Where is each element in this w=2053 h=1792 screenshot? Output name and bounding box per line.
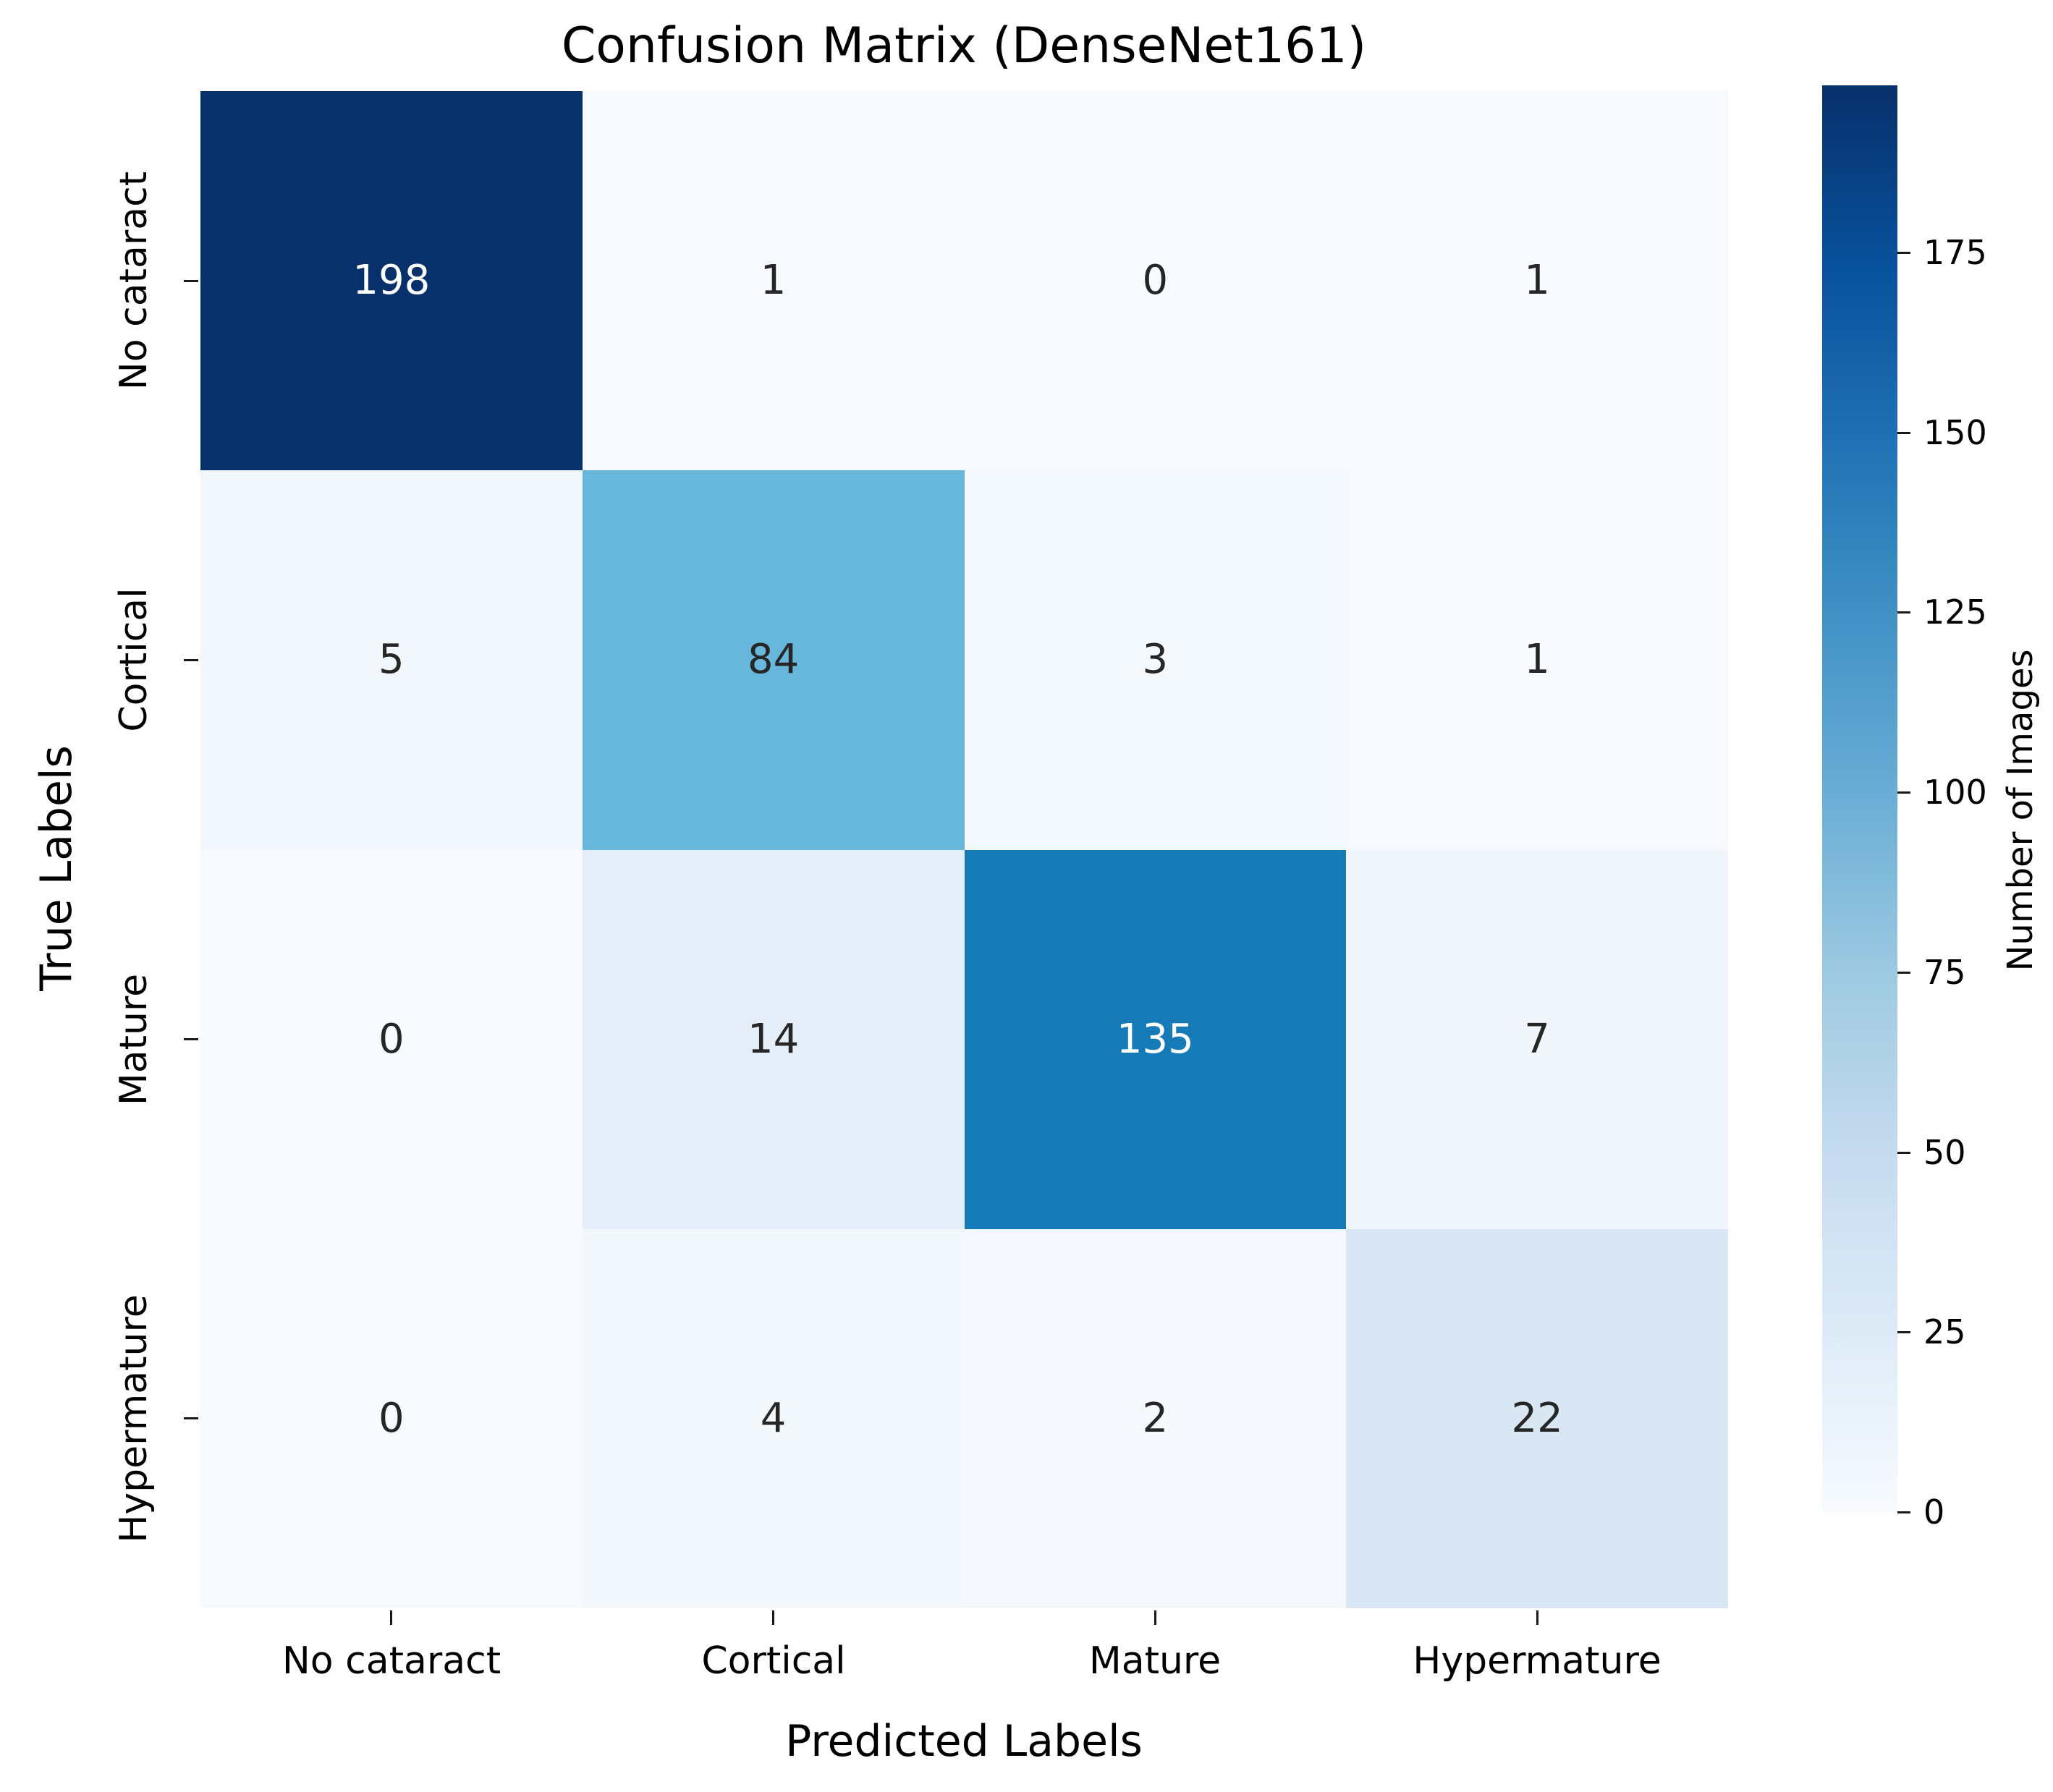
y-tick-label-no-cataract: No cataract [112, 171, 156, 391]
cell-value: 0 [1142, 257, 1169, 305]
heatmap-cell-r3c2: 2 [964, 1228, 1347, 1608]
y-tick-mark [184, 659, 198, 661]
x-tick-mark [772, 1610, 774, 1625]
heatmap-cell-r1c2: 3 [964, 470, 1347, 850]
heatmap-cell-r0c2: 0 [964, 91, 1347, 471]
heatmap-cell-r1c3: 1 [1346, 470, 1728, 850]
cell-value: 135 [1116, 1015, 1194, 1063]
heatmap-cell-r3c0: 0 [200, 1228, 583, 1608]
y-tick-mark [184, 1417, 198, 1419]
y-tick-label-hypermature: Hypermature [112, 1294, 156, 1543]
heatmap-cell-r0c1: 1 [582, 91, 965, 471]
cell-value: 1 [1524, 257, 1550, 305]
x-tick-label-cortical: Cortical [701, 1639, 846, 1683]
colorbar-tick-mark [1897, 432, 1910, 434]
heatmap-cell-r3c3: 22 [1346, 1228, 1728, 1608]
colorbar-tick-mark [1897, 1331, 1910, 1333]
cell-value: 4 [760, 1394, 787, 1442]
heatmap-cell-r2c0: 0 [200, 849, 583, 1229]
colorbar-tick-mark [1897, 252, 1910, 254]
colorbar-tick-mark [1897, 611, 1910, 613]
colorbar-tick-mark [1897, 972, 1910, 974]
x-tick-mark [1536, 1610, 1538, 1625]
colorbar-tick-label-125: 125 [1923, 593, 1987, 632]
x-tick-mark [1154, 1610, 1156, 1625]
colorbar-tick-label-100: 100 [1923, 773, 1987, 812]
colorbar-tick-label-50: 50 [1923, 1133, 1966, 1172]
colorbar-tick-label-175: 175 [1923, 233, 1987, 272]
y-tick-label-mature: Mature [112, 973, 156, 1106]
colorbar-tick-label-150: 150 [1923, 413, 1987, 452]
cell-value: 1 [760, 257, 787, 305]
cell-value: 1 [1524, 636, 1550, 684]
heatmap-cell-r2c3: 7 [1346, 849, 1728, 1229]
cell-value: 7 [1524, 1015, 1550, 1063]
colorbar-tick-label-75: 75 [1923, 953, 1966, 992]
heatmap-grid: 198 1 0 1 5 84 3 1 0 14 135 7 0 4 2 22 [200, 91, 1728, 1608]
heatmap-cell-r1c0: 5 [200, 470, 583, 850]
chart-title: Confusion Matrix (DenseNet161) [561, 17, 1367, 75]
heatmap-cell-r3c1: 4 [582, 1228, 965, 1608]
heatmap-cell-r0c3: 1 [1346, 91, 1728, 471]
x-axis-title: Predicted Labels [785, 1716, 1143, 1767]
cell-value: 84 [747, 636, 800, 684]
colorbar-tick-mark [1897, 1152, 1910, 1154]
heatmap-cell-r2c1: 14 [582, 849, 965, 1229]
x-tick-mark [390, 1610, 392, 1625]
cell-value: 22 [1511, 1394, 1563, 1442]
colorbar-tick-label-0: 0 [1923, 1492, 1945, 1532]
cell-value: 0 [378, 1015, 405, 1063]
cell-value: 14 [747, 1015, 800, 1063]
colorbar-tick-mark [1897, 791, 1910, 794]
x-tick-label-no-cataract: No cataract [282, 1639, 501, 1683]
colorbar-gradient [1822, 85, 1897, 1512]
y-axis-title: True Labels [31, 745, 82, 991]
cell-value: 2 [1142, 1394, 1169, 1442]
x-tick-label-hypermature: Hypermature [1413, 1639, 1662, 1683]
x-tick-label-mature: Mature [1088, 1639, 1222, 1683]
cell-value: 3 [1142, 636, 1169, 684]
cell-value: 0 [378, 1394, 405, 1442]
heatmap-cell-r0c0: 198 [200, 91, 583, 471]
colorbar-tick-mark [1897, 1511, 1910, 1513]
colorbar-tick-label-25: 25 [1923, 1312, 1966, 1351]
y-tick-label-cortical: Cortical [112, 587, 156, 732]
colorbar-axis-title: Number of Images [2000, 649, 2041, 972]
cell-value: 198 [352, 257, 431, 305]
y-tick-mark [184, 1038, 198, 1040]
heatmap-cell-r2c2: 135 [964, 849, 1347, 1229]
heatmap-cell-r1c1: 84 [582, 470, 965, 850]
cell-value: 5 [378, 636, 405, 684]
y-tick-mark [184, 280, 198, 282]
